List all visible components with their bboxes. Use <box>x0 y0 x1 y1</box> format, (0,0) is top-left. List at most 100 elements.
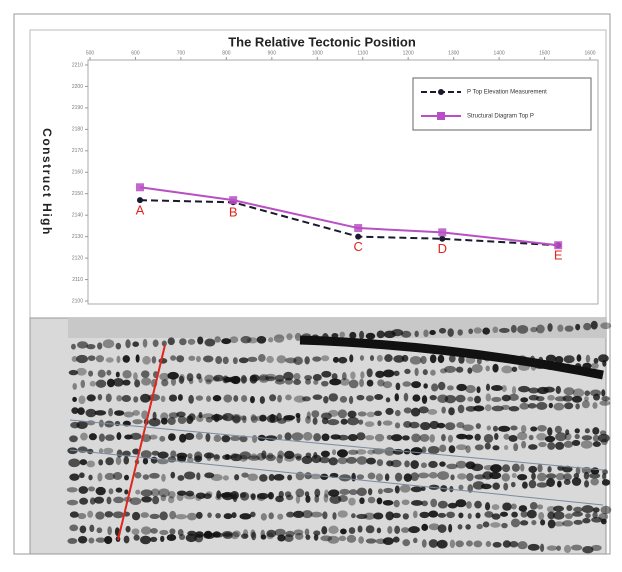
seismic-wiggle <box>395 393 399 401</box>
seismic-wiggle <box>412 394 420 401</box>
seismic-wiggle <box>520 464 524 472</box>
seismic-wiggle <box>556 386 561 394</box>
seismic-wiggle <box>411 486 423 492</box>
seismic-wiggle <box>546 478 555 487</box>
seismic-wiggle <box>404 460 410 467</box>
seismic-wiggle <box>401 331 411 338</box>
seismic-wiggle <box>70 511 79 517</box>
seismic-wiggle <box>466 540 473 546</box>
seismic-wiggle <box>449 445 456 453</box>
seismic-wiggle <box>366 395 374 401</box>
seismic-wiggle <box>589 473 600 479</box>
seismic-wiggle <box>395 473 402 482</box>
seismic-wiggle <box>528 403 537 409</box>
seismic-wiggle <box>72 397 77 402</box>
seismic-wiggle <box>342 372 347 380</box>
seismic-wiggle <box>501 523 508 528</box>
seismic-wiggle <box>349 380 359 389</box>
seismic-wiggle <box>313 530 320 535</box>
seismic-wiggle <box>504 445 508 450</box>
seismic-wiggle <box>69 524 78 531</box>
seismic-wiggle <box>400 485 411 493</box>
seismic-wiggle <box>125 339 130 348</box>
seismic-wiggle <box>123 456 129 464</box>
seismic-wiggle <box>214 455 220 462</box>
seismic-wiggle <box>537 464 542 473</box>
y-tick-label: 2180 <box>72 127 83 133</box>
seismic-wiggle <box>591 321 598 330</box>
seismic-wiggle <box>260 530 265 538</box>
seismic-wiggle <box>437 540 448 549</box>
seismic-wiggle <box>428 511 438 518</box>
seismic-wiggle <box>95 410 107 415</box>
seismic-wiggle <box>465 434 473 439</box>
seismic-wiggle <box>577 354 582 362</box>
seismic-wiggle <box>124 489 128 494</box>
seismic-wiggle <box>188 395 194 404</box>
seismic-wiggle <box>602 473 606 480</box>
seismic-wiggle <box>116 395 122 401</box>
seismic-wiggle <box>445 395 456 403</box>
x-tick-label: 900 <box>268 50 277 56</box>
seismic-wiggle <box>134 535 140 541</box>
seismic-wiggle <box>439 328 446 334</box>
seismic-wiggle <box>251 414 256 421</box>
seismic-wiggle <box>564 402 573 409</box>
seismic-wiggle <box>510 425 517 430</box>
seismic-wiggle <box>358 411 367 416</box>
seismic-wiggle <box>76 421 87 429</box>
seismic-wiggle <box>547 442 555 450</box>
seismic-wiggle <box>169 528 175 534</box>
seismic-wiggle <box>68 459 80 468</box>
seismic-wiggle <box>167 534 177 541</box>
seismic-wiggle <box>258 354 266 362</box>
y-tick-label: 2190 <box>72 105 83 111</box>
seismic-wiggle <box>215 513 221 518</box>
seismic-wiggle <box>222 435 231 442</box>
seismic-wiggle <box>113 378 124 387</box>
seismic-wiggle <box>531 472 536 480</box>
seismic-wiggle <box>277 395 282 403</box>
point-marker <box>136 183 144 191</box>
seismic-wiggle <box>99 433 105 441</box>
seismic-wiggle <box>536 325 545 334</box>
seismic-wiggle <box>444 366 456 373</box>
seismic-wiggle <box>404 407 412 413</box>
seismic-wiggle <box>368 497 376 504</box>
seismic-wiggle <box>383 500 394 506</box>
seismic-wiggle <box>518 386 530 392</box>
seismic-wiggle <box>456 384 467 391</box>
seismic-wiggle <box>307 411 311 419</box>
seismic-wiggle <box>321 355 329 361</box>
seismic-wiggle <box>547 323 552 332</box>
seismic-wiggle <box>81 380 86 388</box>
y-tick-label: 2140 <box>72 213 83 219</box>
seismic-wiggle <box>135 490 140 495</box>
seismic-wiggle <box>324 490 329 498</box>
seismic-wiggle <box>124 412 134 418</box>
x-tick-label: 700 <box>177 50 186 56</box>
seismic-wiggle <box>168 433 176 441</box>
seismic-wiggle <box>393 537 400 543</box>
seismic-wiggle <box>474 396 481 404</box>
seismic-wiggle <box>134 472 141 478</box>
seismic-wiggle <box>601 389 605 396</box>
seismic-wiggle <box>466 473 473 481</box>
seismic-wiggle <box>250 396 255 403</box>
seismic-wiggle <box>293 356 303 364</box>
seismic-wiggle <box>401 527 409 533</box>
seismic-wiggle <box>170 472 175 479</box>
seismic-wiggle <box>116 488 123 493</box>
seismic-wiggle <box>553 403 564 411</box>
seismic-wiggle <box>194 534 203 543</box>
seismic-wiggle <box>365 435 374 440</box>
seismic-wiggle <box>438 513 446 518</box>
seismic-wiggle <box>259 474 267 482</box>
seismic-wiggle <box>370 355 374 361</box>
seismic-wiggle <box>430 395 437 400</box>
seismic-wiggle <box>177 475 184 481</box>
seismic-wiggle <box>321 381 329 387</box>
seismic-wiggle <box>223 357 229 364</box>
seismic-wiggle <box>491 385 503 391</box>
seismic-wiggle <box>383 381 392 388</box>
